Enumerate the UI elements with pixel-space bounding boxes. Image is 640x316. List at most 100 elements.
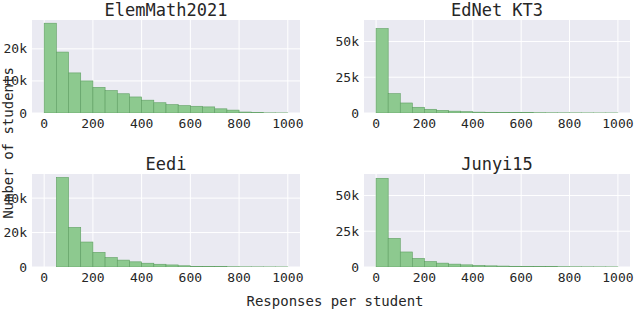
bar (388, 94, 400, 113)
grid-line (364, 41, 630, 42)
grid-line (617, 20, 618, 113)
y-axis-label: Number of students (0, 67, 16, 219)
bar (545, 266, 557, 267)
y-tick-label: 50k (336, 188, 360, 203)
bar (154, 264, 166, 267)
bar (44, 267, 56, 268)
bar (437, 110, 449, 113)
x-tick-label: 800 (227, 270, 250, 285)
bar (412, 258, 424, 267)
panel: 02004006008001000025k50kEdNet KT3 (336, 0, 634, 131)
bars (56, 177, 287, 267)
bar (473, 112, 485, 113)
bar (93, 87, 105, 113)
y-tick-label: 0 (351, 106, 359, 121)
plot-background (364, 20, 630, 113)
bar (449, 264, 461, 267)
x-tick-label: 600 (179, 270, 202, 285)
x-tick-label: 0 (40, 116, 48, 131)
bar (69, 73, 81, 113)
bar (570, 266, 582, 267)
bar (400, 252, 412, 267)
x-tick-label: 600 (509, 116, 532, 131)
x-tick-label: 1000 (272, 270, 303, 285)
bar (461, 265, 473, 267)
bar (509, 266, 521, 267)
bar (485, 266, 497, 267)
grid-line (521, 20, 522, 113)
panel-title: Eedi (146, 154, 187, 174)
bar (263, 266, 275, 267)
panel-title: ElemMath2021 (105, 0, 228, 20)
bar (81, 242, 93, 267)
bar (461, 112, 473, 113)
panel-title: Junyi15 (461, 154, 533, 174)
bar (227, 110, 239, 113)
bar (178, 266, 190, 267)
x-tick-label: 400 (130, 116, 153, 131)
grid-line (44, 174, 45, 267)
x-tick-label: 1000 (602, 116, 633, 131)
bar (437, 263, 449, 267)
bar (215, 266, 227, 267)
bar (142, 100, 154, 113)
y-tick-label: 0 (19, 260, 27, 275)
bar (606, 266, 618, 267)
plot-background (32, 20, 300, 113)
y-tick-label: 50k (336, 34, 360, 49)
bar (154, 103, 166, 113)
grid-line (424, 174, 425, 267)
x-tick-label: 1000 (272, 116, 303, 131)
bar (190, 266, 202, 267)
bar (215, 109, 227, 113)
bar (227, 266, 239, 267)
grid-line (364, 231, 630, 232)
bars (376, 178, 618, 267)
grid-line (287, 174, 288, 267)
bar (166, 105, 178, 113)
bar (557, 112, 569, 113)
bar (69, 227, 81, 267)
bar (276, 112, 288, 113)
bar (129, 97, 141, 113)
bar (533, 266, 545, 267)
x-tick-label: 0 (40, 270, 48, 285)
bar (56, 52, 68, 113)
panel: 02004006008001000010k20kElemMath2021 (4, 0, 304, 131)
bar (81, 81, 93, 113)
bar (263, 112, 275, 113)
bar (594, 112, 606, 113)
x-tick-label: 800 (558, 270, 581, 285)
bars (44, 23, 288, 113)
bar (485, 112, 497, 113)
grid-line (239, 20, 240, 113)
bar (545, 112, 557, 113)
bar (178, 106, 190, 113)
panel: 02004006008001000020k40kEedi (4, 154, 304, 285)
x-tick-label: 0 (372, 116, 380, 131)
bar (166, 265, 178, 267)
bar (424, 109, 436, 113)
grid-line (569, 174, 570, 267)
grid-line (239, 174, 240, 267)
grid-line (569, 20, 570, 113)
grid-line (141, 174, 142, 267)
bar (203, 266, 215, 267)
bar (117, 94, 129, 113)
bar (594, 266, 606, 267)
bar (388, 238, 400, 267)
bar (533, 112, 545, 113)
y-tick-label: 0 (19, 106, 27, 121)
grid-line (364, 195, 630, 196)
bar (251, 112, 263, 113)
figure: 02004006008001000010k20kElemMath20210200… (0, 0, 640, 316)
grid-line (617, 174, 618, 267)
y-tick-label: 25k (336, 224, 360, 239)
bar (606, 112, 618, 113)
bar (93, 252, 105, 267)
y-tick-label: 0 (351, 260, 359, 275)
bar (400, 103, 412, 113)
bar (239, 112, 251, 113)
bar (117, 260, 129, 267)
y-tick-label: 25k (336, 70, 360, 85)
